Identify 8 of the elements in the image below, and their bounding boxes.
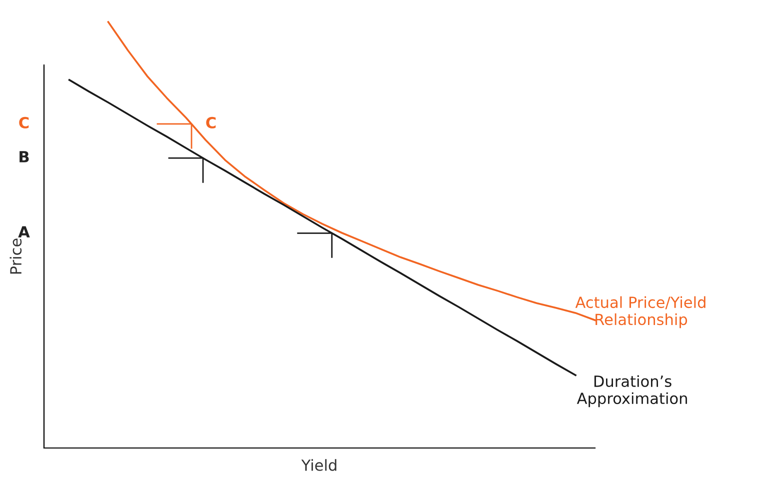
text: B xyxy=(20,151,29,162)
text: C xyxy=(19,116,29,128)
series-label: Duration’s Approximation xyxy=(576,375,687,408)
y-axis-title: Price xyxy=(10,238,22,274)
text: A xyxy=(18,226,30,238)
annotation: C xyxy=(206,116,216,128)
series-label: Actual Price/Yield Relationship xyxy=(575,296,706,328)
x-axis-title: Yield xyxy=(301,459,336,471)
